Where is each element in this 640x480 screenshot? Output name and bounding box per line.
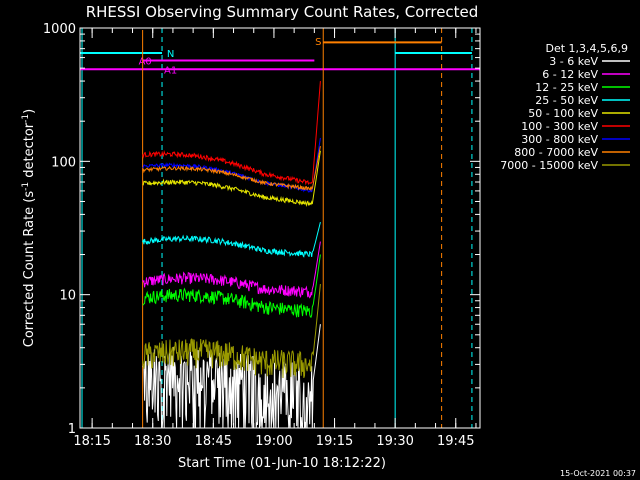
plot-area: N A0 A1 S <box>80 28 480 429</box>
series-line-7 <box>142 146 321 192</box>
series-line-5 <box>142 81 321 186</box>
axes: 1 10 100 1000 18:15 18:30 18:45 19:00 19:15 19:30… <box>43 22 481 449</box>
legend-label: 300 - 800 keV <box>521 133 598 146</box>
x-axis-label: Start Time (01-Jun-10 18:12:22) <box>178 456 386 471</box>
attenuator-a1-label: A1 <box>164 65 177 76</box>
legend-label: 50 - 100 keV <box>528 107 598 120</box>
x-tick-label: 18:15 <box>73 434 110 449</box>
y-tick-label: 10 <box>59 289 76 304</box>
legend-label: 6 - 12 keV <box>542 68 598 81</box>
x-tick-label: 18:30 <box>134 434 171 449</box>
y-tick-label: 1000 <box>43 22 76 37</box>
attenuator-a0-label: A0 <box>139 57 152 68</box>
legend-label: 800 - 7000 keV <box>514 146 598 159</box>
x-tick-label: 19:45 <box>437 434 474 449</box>
chart-title: RHESSI Observing Summary Count Rates, Co… <box>86 3 479 21</box>
y-axis-label: Corrected Count Rate (s-1 detector-1) <box>21 109 37 347</box>
x-tick-label: 19:00 <box>255 434 292 449</box>
plot-frame <box>79 27 481 429</box>
series-line-3 <box>142 221 321 258</box>
legend-label: 12 - 25 keV <box>535 81 598 94</box>
legend-label: 3 - 6 keV <box>549 55 598 68</box>
series-line-1 <box>142 241 321 299</box>
legend-label: 7000 - 15000 keV <box>500 159 598 172</box>
series-line-4 <box>142 150 321 207</box>
legend-title: Det 1,3,4,5,6,9 <box>545 42 628 55</box>
x-tick-label: 18:45 <box>195 434 232 449</box>
legend-label: 100 - 300 keV <box>521 120 598 133</box>
series-line-8 <box>142 284 321 379</box>
x-tick-label: 19:30 <box>376 434 413 449</box>
footer-timestamp: 15-Oct-2021 00:37 <box>560 469 636 478</box>
legend-label: 25 - 50 keV <box>535 94 598 107</box>
x-tick-label: 19:15 <box>316 434 353 449</box>
series-line-2 <box>142 254 321 318</box>
night-label: N <box>167 49 174 60</box>
series-line-0 <box>142 324 321 429</box>
y-tick-label: 100 <box>51 155 76 170</box>
saa-label: S <box>315 37 321 48</box>
y-tick-label: 1 <box>68 422 76 437</box>
